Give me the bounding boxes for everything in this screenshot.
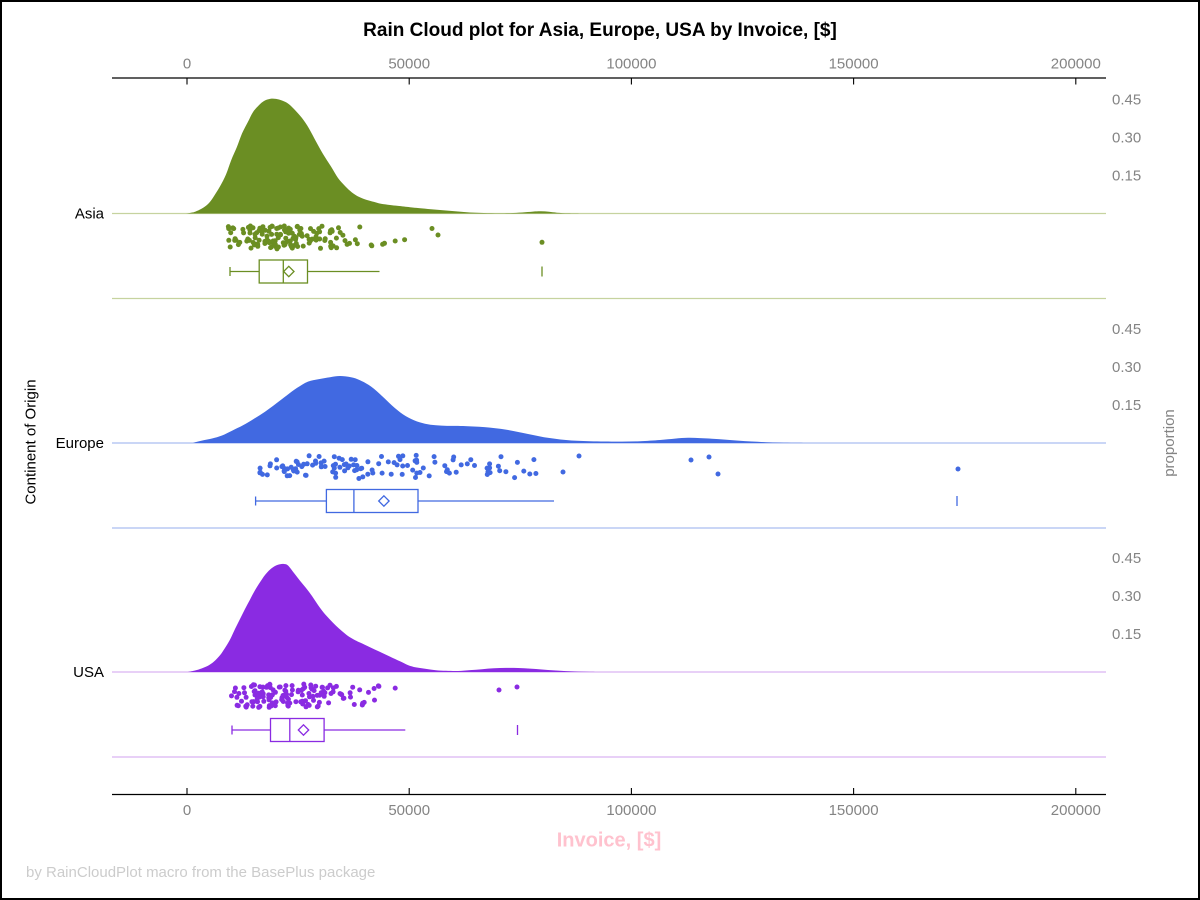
svg-text:100000: 100000: [606, 56, 656, 73]
svg-text:0: 0: [183, 56, 191, 73]
svg-text:Asia: Asia: [75, 206, 105, 223]
svg-text:Europe: Europe: [56, 435, 104, 452]
svg-text:by RainCloudPlot macro from th: by RainCloudPlot macro from the BasePlus…: [26, 864, 375, 881]
svg-text:50000: 50000: [388, 56, 430, 73]
svg-text:200000: 200000: [1051, 802, 1101, 819]
svg-text:100000: 100000: [606, 802, 656, 819]
svg-text:Invoice, [$]: Invoice, [$]: [557, 830, 661, 852]
svg-text:proportion: proportion: [1161, 409, 1178, 477]
svg-text:0.30: 0.30: [1112, 130, 1141, 147]
svg-text:USA: USA: [73, 664, 104, 681]
svg-text:Rain Cloud plot for Asia, Euro: Rain Cloud plot for Asia, Europe, USA by…: [363, 20, 837, 41]
svg-text:0.30: 0.30: [1112, 359, 1141, 376]
svg-text:0.45: 0.45: [1112, 321, 1141, 338]
svg-text:0.30: 0.30: [1112, 588, 1141, 605]
svg-text:0.45: 0.45: [1112, 550, 1141, 567]
svg-text:0.15: 0.15: [1112, 397, 1141, 414]
svg-text:Continent of Origin: Continent of Origin: [23, 379, 40, 504]
svg-text:0.15: 0.15: [1112, 168, 1141, 185]
svg-text:50000: 50000: [388, 802, 430, 819]
svg-text:0.15: 0.15: [1112, 626, 1141, 643]
svg-text:200000: 200000: [1051, 56, 1101, 73]
svg-text:150000: 150000: [829, 56, 879, 73]
svg-text:0.45: 0.45: [1112, 92, 1141, 109]
svg-text:150000: 150000: [829, 802, 879, 819]
svg-text:0: 0: [183, 802, 191, 819]
